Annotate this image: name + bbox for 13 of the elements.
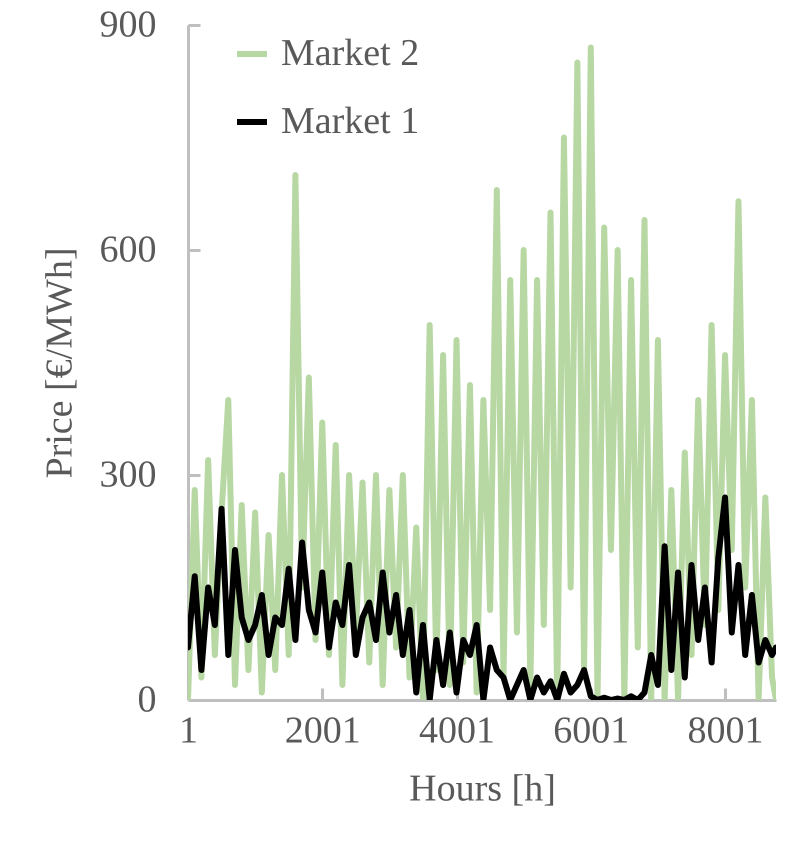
x-tick-label: 1 — [179, 710, 198, 752]
y-tick-label: 300 — [100, 454, 156, 496]
y-axis-title: Price [€/MWh] — [38, 247, 80, 479]
legend-label: Market 2 — [281, 32, 420, 74]
x-axis-title: Hours [h] — [409, 768, 556, 810]
x-tick-label: 6001 — [553, 710, 630, 752]
x-tick-label: 2001 — [284, 710, 361, 752]
y-tick-label: 600 — [100, 228, 156, 270]
x-tick-label: 4001 — [419, 710, 496, 752]
legend-label: Market 1 — [281, 100, 420, 142]
x-tick-label: 8001 — [688, 710, 764, 752]
y-tick-label: 0 — [138, 678, 156, 720]
y-tick-label: 900 — [100, 4, 156, 46]
